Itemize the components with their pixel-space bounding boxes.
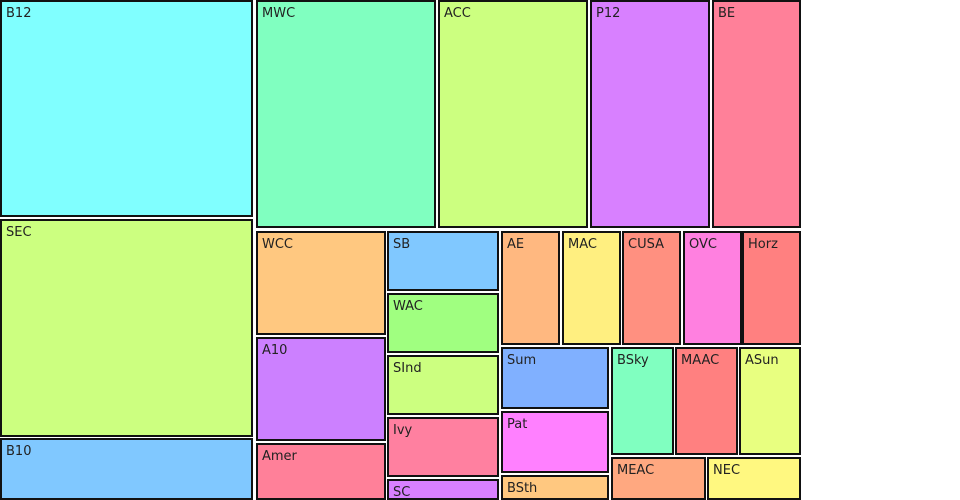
treemap-tile-label: SInd: [393, 361, 422, 376]
treemap-tile-horz[interactable]: Horz: [742, 231, 801, 345]
treemap-tile-label: ASun: [745, 353, 779, 368]
treemap-tile-pat[interactable]: Pat: [501, 411, 609, 473]
treemap-tile-label: AE: [507, 237, 525, 252]
treemap-tile-wcc[interactable]: WCC: [256, 231, 386, 335]
treemap-tile-sind[interactable]: SInd: [387, 355, 499, 415]
treemap-tile-label: Horz: [748, 237, 778, 252]
treemap-tile-ovc[interactable]: OVC: [683, 231, 742, 345]
treemap-tile-meac[interactable]: MEAC: [611, 457, 706, 500]
treemap-tile-label: BSky: [617, 353, 649, 368]
treemap-tile-sum[interactable]: Sum: [501, 347, 609, 409]
treemap-tile-cusa[interactable]: CUSA: [622, 231, 681, 345]
treemap-tile-asun[interactable]: ASun: [739, 347, 801, 455]
treemap-tile-label: P12: [596, 6, 621, 21]
treemap-tile-label: CUSA: [628, 237, 664, 252]
treemap-tile-label: SEC: [6, 225, 32, 240]
treemap-tile-label: ACC: [444, 6, 471, 21]
treemap-tile-nec[interactable]: NEC: [707, 457, 801, 500]
treemap-tile-bsky[interactable]: BSky: [611, 347, 674, 455]
treemap-tile-label: Ivy: [393, 423, 413, 438]
treemap-tile-label: Pat: [507, 417, 528, 432]
treemap-tile-label: BSth: [507, 481, 538, 496]
treemap-tile-label: MEAC: [617, 463, 655, 478]
treemap-tile-mac[interactable]: MAC: [562, 231, 621, 345]
treemap-tile-label: BE: [718, 6, 736, 21]
treemap-tile-sc[interactable]: SC: [387, 479, 499, 500]
treemap-tile-label: MAAC: [681, 353, 720, 368]
treemap-tile-ivy[interactable]: Ivy: [387, 417, 499, 477]
treemap-tile-amer[interactable]: Amer: [256, 443, 386, 500]
treemap-tile-label: WCC: [262, 237, 294, 252]
treemap-tile-label: Sum: [507, 353, 537, 368]
treemap-tile-bsth[interactable]: BSth: [501, 475, 609, 500]
treemap-tile-sec[interactable]: SEC: [0, 219, 253, 437]
treemap-tile-wac[interactable]: WAC: [387, 293, 499, 353]
treemap-tile-sb[interactable]: SB: [387, 231, 499, 291]
treemap-tile-label: SB: [393, 237, 411, 252]
treemap-tile-label: SC: [393, 485, 411, 500]
treemap-tile-mwc[interactable]: MWC: [256, 0, 436, 228]
treemap-tile-maac[interactable]: MAAC: [675, 347, 738, 455]
treemap-tile-be[interactable]: BE: [712, 0, 801, 228]
treemap-tile-p12[interactable]: P12: [590, 0, 710, 228]
treemap-tile-label: Amer: [262, 449, 297, 464]
treemap-tile-b10[interactable]: B10: [0, 438, 253, 500]
treemap-tile-label: A10: [262, 343, 288, 358]
treemap-tile-label: OVC: [689, 237, 717, 252]
treemap-tile-label: NEC: [713, 463, 741, 478]
treemap-tile-label: WAC: [393, 299, 423, 314]
treemap-tile-b12[interactable]: B12: [0, 0, 253, 217]
treemap-tile-label: B10: [6, 444, 32, 459]
treemap-tile-a10[interactable]: A10: [256, 337, 386, 441]
treemap-tile-acc[interactable]: ACC: [438, 0, 588, 228]
treemap-tile-label: B12: [6, 6, 32, 21]
treemap-tile-label: MAC: [568, 237, 597, 252]
treemap-tile-ae[interactable]: AE: [501, 231, 560, 345]
treemap-tile-label: MWC: [262, 6, 296, 21]
